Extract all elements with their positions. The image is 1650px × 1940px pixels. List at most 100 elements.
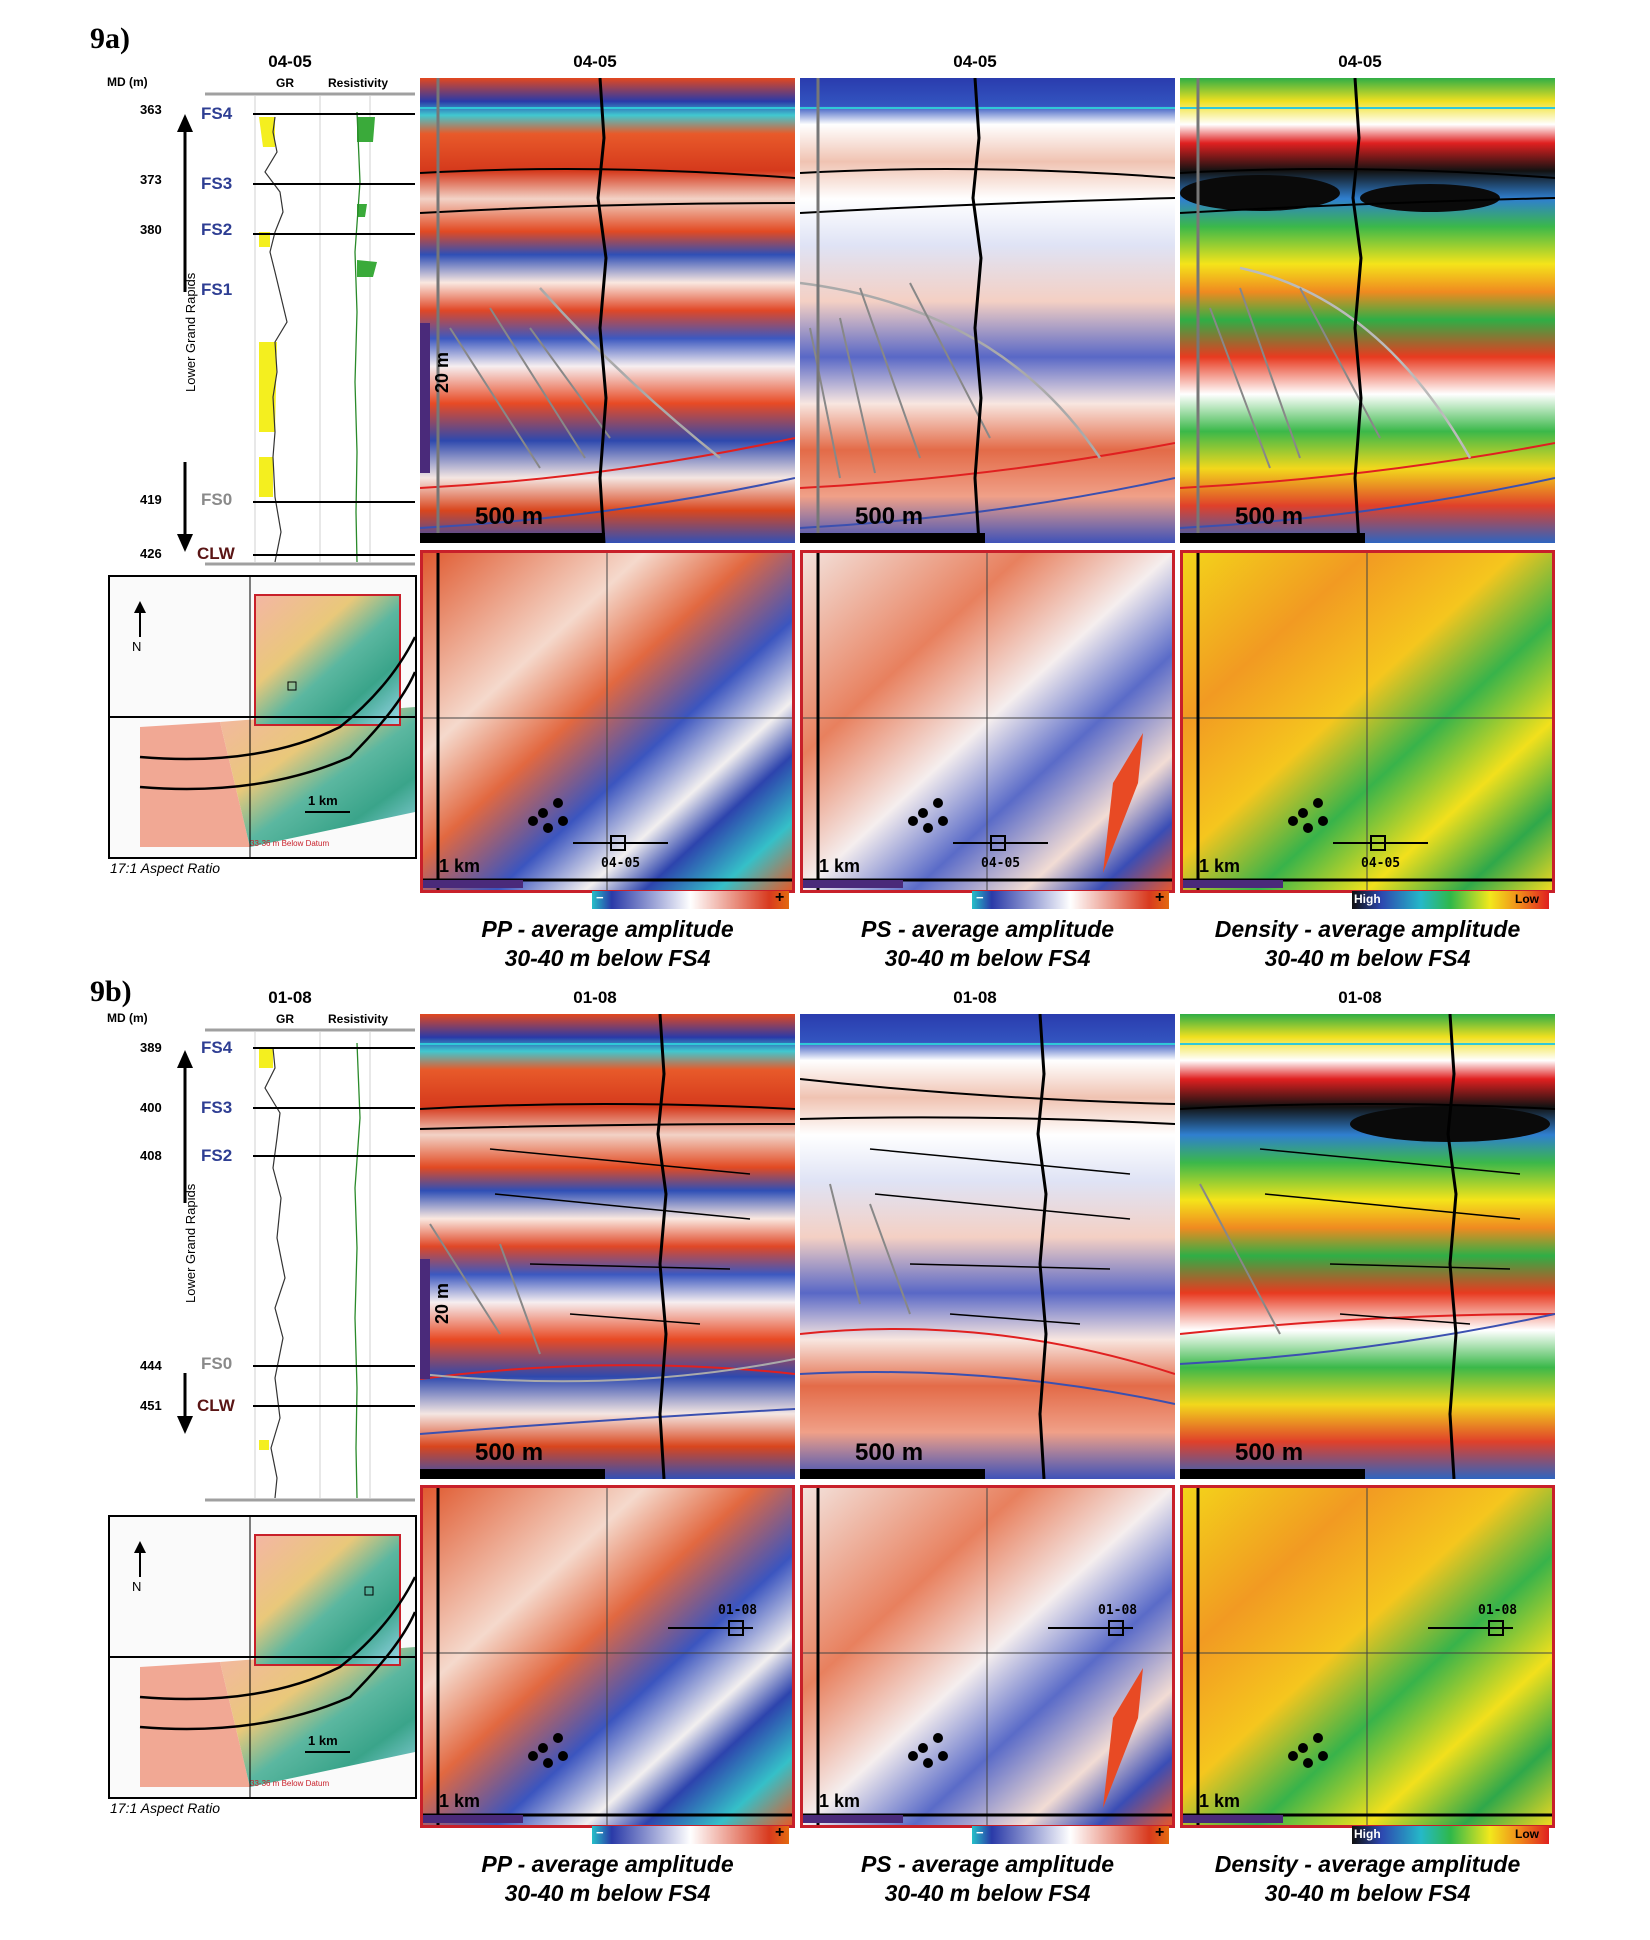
depth-label: 363 <box>140 102 162 117</box>
colorbar-plus-label: + <box>775 889 785 906</box>
caption-line: 30-40 m below FS4 <box>504 1880 711 1906</box>
pp-seismic-section: 20 m 500 m <box>420 1014 795 1479</box>
map-scale-label: 1 km <box>819 856 861 876</box>
top-fs3: FS3 <box>201 174 233 193</box>
well-log-tracks <box>175 92 415 566</box>
depth-label: 380 <box>140 222 162 237</box>
caption-density: Density - average amplitude 30-40 m belo… <box>1170 915 1565 973</box>
figure-label: 9b) <box>90 975 132 1008</box>
map-scale-label: 1 km <box>439 856 481 876</box>
caption-line: Density - average amplitude <box>1214 1851 1521 1877</box>
section-title-ps: 01-08 <box>953 988 997 1007</box>
inset-datum-note: 33-36 m Below Datum <box>250 839 330 848</box>
colorbar-minus-label: − <box>596 890 604 905</box>
inset-location-map: N 1 km 33-36 m Below Datum <box>108 575 417 859</box>
caption-line: PS - average amplitude <box>860 916 1115 942</box>
top-clw: CLW <box>197 544 235 563</box>
aspect-ratio-label: 17:1 Aspect Ratio <box>110 860 220 876</box>
top-fs0: FS0 <box>201 490 233 509</box>
depth-label: 426 <box>140 546 162 561</box>
well-log-tracks <box>175 1028 415 1502</box>
inset-location-map: N 1 km 33-36 m Below Datum <box>108 1515 417 1799</box>
north-arrow-label: N <box>132 639 142 654</box>
caption-pp: PP - average amplitude 30-40 m below FS4 <box>420 915 795 973</box>
figure-9a: 9a) 04-05 MD (m) GR Resistivity <box>90 22 1565 973</box>
depth-label: 408 <box>140 1148 162 1163</box>
pp-amplitude-map: 1 km 04-05 <box>420 550 795 893</box>
density-colorbar <box>1352 1826 1549 1844</box>
depth-label: 400 <box>140 1100 162 1115</box>
gr-column-label: GR <box>276 1012 294 1026</box>
resistivity-column-label: Resistivity <box>328 76 389 90</box>
top-clw: CLW <box>197 1396 235 1415</box>
section-title-density: 04-05 <box>1338 52 1382 71</box>
map-well-label: 04-05 <box>601 856 641 871</box>
top-fs0: FS0 <box>201 1354 233 1373</box>
caption-line: PP - average amplitude <box>481 916 734 942</box>
colorbar-minus-label: − <box>976 890 984 905</box>
pp-amplitude-map: 1 km 01-08 <box>420 1485 795 1828</box>
horizontal-scale-label: 500 m <box>1235 503 1304 530</box>
north-arrow-label: N <box>132 1579 142 1594</box>
colorbar-plus-label: + <box>1155 1824 1165 1841</box>
pp-colorbar <box>592 891 789 909</box>
well-log-panel: 01-08 MD (m) GR Resistivity 389 400 408 <box>105 988 415 1508</box>
caption-ps: PS - average amplitude 30-40 m below FS4 <box>800 1850 1175 1908</box>
map-scale-label: 1 km <box>1199 856 1241 876</box>
well-log-title: 04-05 <box>268 52 312 71</box>
ps-seismic-section: 500 m <box>800 1014 1175 1479</box>
caption-line: PS - average amplitude <box>860 1851 1115 1877</box>
aspect-ratio-label: 17:1 Aspect Ratio <box>110 1800 220 1816</box>
vertical-scale-label: 20 m <box>432 351 452 393</box>
ps-seismic-section: 500 m <box>800 78 1175 543</box>
density-amplitude-map: 1 km 01-08 <box>1180 1485 1555 1828</box>
caption-line: 30-40 m below FS4 <box>1264 945 1471 971</box>
figure-9b: 9b) 01-08 MD (m) GR Resistivity 389 <box>0 970 1650 1940</box>
colorbar-minus-label: − <box>596 1825 604 1840</box>
ps-amplitude-map: 1 km 04-05 <box>800 550 1175 893</box>
ps-colorbar <box>972 1826 1169 1844</box>
ps-colorbar <box>972 891 1169 909</box>
inset-datum-note: 33-36 m Below Datum <box>250 1779 330 1788</box>
horizontal-scale-label: 500 m <box>855 503 924 530</box>
caption-line: 30-40 m below FS4 <box>884 1880 1091 1906</box>
resistivity-column-label: Resistivity <box>328 1012 389 1026</box>
map-well-label: 04-05 <box>981 856 1021 871</box>
map-well-label: 01-08 <box>1098 1603 1138 1618</box>
depth-label: 419 <box>140 492 162 507</box>
colorbar-high-label: High <box>1354 1827 1381 1841</box>
pp-seismic-section: 20 m 500 m <box>420 78 795 543</box>
density-colorbar <box>1352 891 1549 909</box>
colorbar-low-label: Low <box>1515 892 1539 906</box>
section-title-pp: 04-05 <box>573 52 617 71</box>
top-fs1: FS1 <box>201 280 233 299</box>
section-title-pp: 01-08 <box>573 988 617 1007</box>
colorbar-plus-label: + <box>1155 889 1165 906</box>
map-scale-label: 1 km <box>1199 1791 1241 1811</box>
caption-line: 30-40 m below FS4 <box>884 945 1091 971</box>
caption-line: PP - average amplitude <box>481 1851 734 1877</box>
colorbar-plus-label: + <box>775 1824 785 1841</box>
caption-ps: PS - average amplitude 30-40 m below FS4 <box>800 915 1175 973</box>
section-title-density: 01-08 <box>1338 988 1382 1007</box>
ps-amplitude-map: 1 km 01-08 <box>800 1485 1175 1828</box>
inset-scale-label: 1 km <box>308 793 338 808</box>
top-fs2: FS2 <box>201 220 233 239</box>
depth-label: 373 <box>140 172 162 187</box>
section-title-ps: 04-05 <box>953 52 997 71</box>
depth-label: 389 <box>140 1040 162 1055</box>
colorbar-high-label: High <box>1354 892 1381 906</box>
map-well-label: 01-08 <box>1478 1603 1518 1618</box>
colorbar-low-label: Low <box>1515 1827 1539 1841</box>
top-fs4: FS4 <box>201 104 233 123</box>
top-fs3: FS3 <box>201 1098 233 1117</box>
well-log-title: 01-08 <box>268 988 312 1007</box>
caption-line: 30-40 m below FS4 <box>504 945 711 971</box>
top-fs4: FS4 <box>201 1038 233 1057</box>
caption-line: Density - average amplitude <box>1214 916 1521 942</box>
vertical-scale-label: 20 m <box>432 1282 452 1324</box>
formation-label: Lower Grand Rapids <box>183 1183 198 1303</box>
colorbar-minus-label: − <box>976 1825 984 1840</box>
well-log-panel: 04-05 MD (m) GR Resistivity <box>105 52 415 572</box>
md-label: MD (m) <box>107 1011 148 1025</box>
